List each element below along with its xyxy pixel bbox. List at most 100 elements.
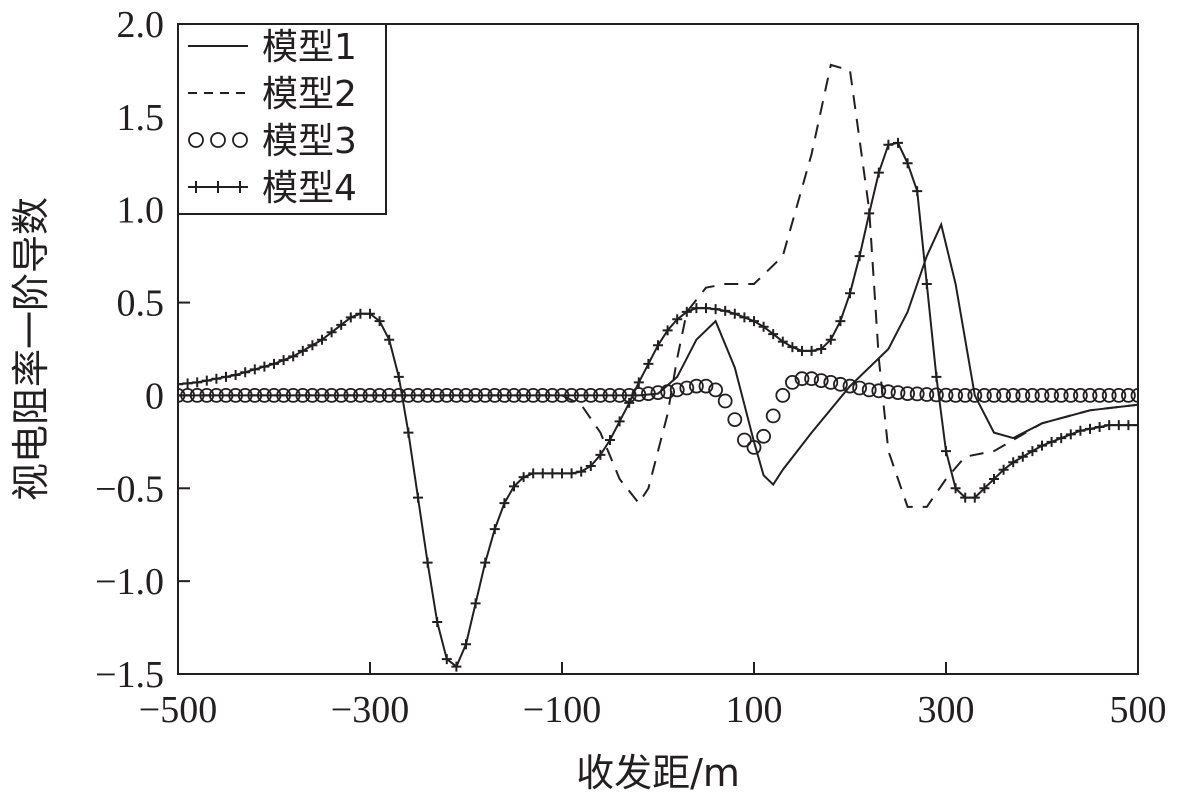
series-point-cross [278,355,289,366]
series-point-cross [998,464,1009,475]
series-point-circle [919,387,935,402]
series-point-cross [729,308,740,319]
series-point-circle [1015,387,1031,403]
series-point-circle [1111,387,1127,403]
series-point-cross [528,468,539,479]
series-point-circle [650,385,666,401]
series-point-circle [564,387,579,403]
series-point-cross [355,308,366,319]
series-point-cross [1065,429,1076,440]
series-point-circle [996,387,1011,403]
series-point-cross [941,446,951,457]
series-point-cross [979,483,990,494]
series-point-circle [708,382,723,398]
series-point-cross [845,288,855,299]
plot-area [177,23,1139,675]
series-point-cross [1113,420,1124,431]
series-point-cross [854,251,865,262]
legend-label: 模型3 [262,121,357,162]
series-point-circle [189,387,205,403]
series-point-circle [266,387,282,403]
series-point-circle [324,387,340,403]
series-point-cross [326,327,337,338]
series-point-cross [336,319,347,330]
series-point-cross [269,358,279,369]
series-point-cross [835,316,846,327]
y-tick-label: −1.5 [95,654,164,696]
series-point-circle [669,382,685,398]
series-point-circle [909,386,925,402]
series-point-circle [1044,387,1059,403]
series-point-circle [180,387,196,403]
series-point-circle [900,386,915,402]
series-point-circle [823,374,839,390]
series-point-circle [842,378,858,394]
series-point-circle [737,432,752,448]
legend: 模型1 模型2 模型3 模型4 [177,23,387,215]
series-point-cross [960,492,971,503]
series-point-circle [871,383,887,399]
legend-box [177,23,387,215]
series-point-cross [1056,433,1067,444]
legend-swatch-circle [210,132,226,148]
x-axis-title: 收发距/m [576,751,740,795]
series-point-circle [506,387,522,403]
series-point-circle [295,387,311,403]
series-point-cross [624,397,635,408]
series-point-circle [689,378,704,394]
x-tick-label: 500 [1110,689,1167,731]
series-point-circle [660,384,675,400]
series-point-cross [211,373,222,384]
y-tick-label: 1.0 [117,190,165,232]
y-tick-label: 0 [145,375,164,417]
series-point-circle [679,380,695,396]
series-point-cross [249,364,260,375]
series-point-circle [362,387,378,403]
y-axis-title: 视电阻率一阶导数 [9,197,53,501]
series-point-circle [391,387,407,403]
series-point-circle [448,387,464,403]
series-point-circle [256,387,272,403]
series-point-cross [1075,425,1086,436]
series-point-cross [259,361,270,372]
x-tick-label: 100 [726,689,783,731]
series-point-cross [864,208,875,219]
series-point-cross [365,308,375,319]
series-point-circle [208,387,224,403]
series-point-circle [420,387,436,403]
series-point-circle [612,387,627,403]
series-point-cross [768,329,779,340]
series-point-circle [545,387,560,403]
series-point-circle [852,380,867,396]
series-point-circle [477,387,493,403]
series-point-cross [451,661,462,672]
series-point-cross [701,303,711,314]
series-point-circle [468,387,484,403]
series-point-cross [518,472,529,483]
series-point-circle [1005,387,1021,403]
series-point-cross [758,321,769,332]
series-point-circle [967,387,983,403]
series-point-cross [422,557,433,568]
series-point-circle [247,387,263,403]
series-point-cross [883,139,894,150]
series-point-cross [653,340,663,351]
y-tick-label: −0.5 [95,468,164,510]
series-point-cross [1123,420,1134,431]
series-point-cross [178,379,183,390]
series-point-circle [1034,387,1050,403]
series-point-cross [1085,423,1095,434]
series-point-cross [720,305,731,316]
series-point-cross [499,498,510,509]
series-point-cross [902,158,913,169]
series-point-circle [237,387,253,403]
series-point-cross [662,325,673,336]
series-point-circle [314,387,330,403]
series-point-cross [1027,446,1038,457]
series-point-cross [403,427,414,438]
series-point-circle [429,387,445,403]
series-point-circle [410,387,426,403]
series-point-cross [345,312,356,323]
legend-label: 模型2 [262,74,357,115]
series-point-cross [182,378,193,389]
